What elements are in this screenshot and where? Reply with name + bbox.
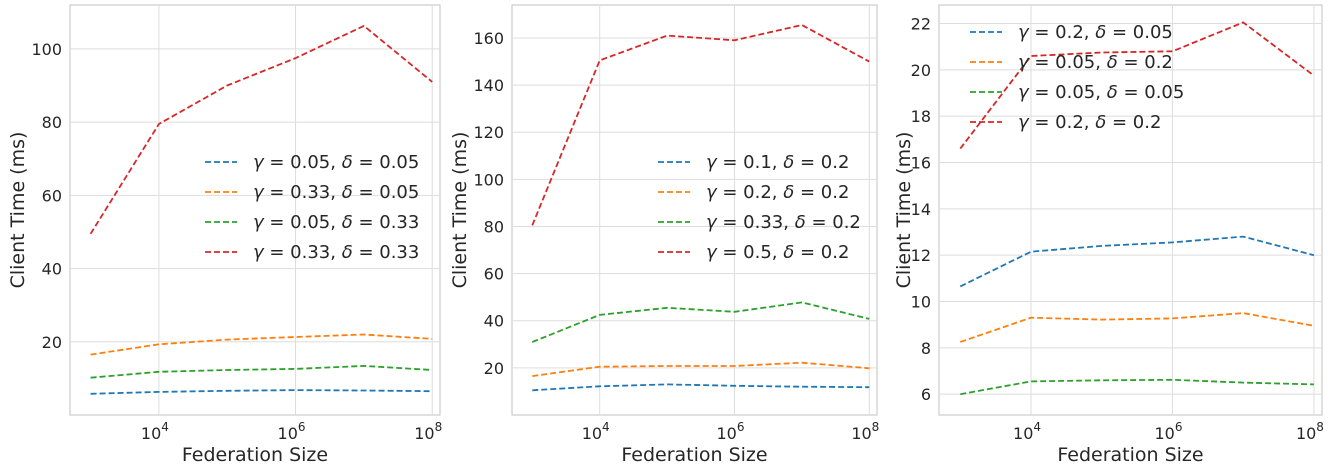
x-tick-label: 108 [414, 420, 442, 443]
legend-entry: γ = 0.5, δ = 0.2 [706, 242, 849, 263]
y-tick-label: 22 [911, 15, 931, 34]
y-tick-label: 6 [921, 385, 931, 404]
legend-entry: γ = 0.05, δ = 0.33 [253, 212, 419, 233]
y-axis-label: Client Time (ms) [7, 132, 29, 289]
legend-entry: γ = 0.33, δ = 0.33 [253, 242, 419, 263]
series-line-3 [531, 301, 870, 343]
legend-entry: γ = 0.2, δ = 0.05 [1018, 22, 1173, 43]
y-tick-label: 20 [484, 359, 504, 378]
y-tick-label: 14 [911, 200, 931, 219]
series-line-1 [959, 235, 1315, 288]
y-tick-label: 80 [484, 217, 504, 236]
x-axis-label: Federation Size [621, 444, 767, 466]
y-tick-label: 18 [911, 107, 931, 126]
y-tick-label: 100 [473, 170, 504, 189]
y-axis-label: Client Time (ms) [893, 132, 915, 289]
legend-entry: γ = 0.2, δ = 0.2 [1018, 112, 1161, 133]
x-axis-label: Federation Size [1057, 444, 1203, 466]
x-tick-label: 108 [1296, 420, 1324, 443]
series-line-3 [90, 364, 433, 379]
series-line-2 [90, 333, 433, 356]
legend-entry: γ = 0.05, δ = 0.05 [253, 152, 419, 173]
series-line-2 [960, 312, 1315, 343]
plot-area [69, 4, 441, 416]
x-tick-label: 104 [582, 420, 610, 443]
legend-entry: γ = 0.2, δ = 0.2 [706, 182, 849, 203]
y-tick-label: 120 [473, 123, 504, 142]
series-line-1 [90, 389, 433, 395]
y-tick-label: 20 [911, 61, 931, 80]
x-tick-label: 104 [1013, 420, 1041, 443]
y-tick-label: 160 [473, 29, 504, 48]
x-tick-label: 106 [278, 420, 306, 443]
plot-area [511, 4, 878, 416]
y-tick-label: 16 [911, 154, 931, 173]
legend-entry: γ = 0.05, δ = 0.2 [1018, 52, 1173, 73]
plot-area [938, 4, 1323, 416]
y-tick-label: 10 [911, 292, 931, 311]
y-tick-label: 40 [42, 260, 62, 279]
x-tick-label: 106 [1154, 420, 1182, 443]
chart-panel-1: 20 40 60 80 100 104 106 108 Federation Size Clien… [7, 4, 442, 466]
y-tick-label: 140 [473, 76, 504, 95]
y-tick-label: 60 [484, 265, 504, 284]
y-axis-label: Client Time (ms) [449, 132, 471, 289]
x-axis-label: Federation Size [182, 444, 328, 466]
series-line-1 [532, 383, 870, 392]
y-tick-label: 20 [42, 333, 62, 352]
series-line-2 [532, 361, 870, 377]
legend-entry: γ = 0.1, δ = 0.2 [706, 152, 849, 173]
legend-entry: γ = 0.05, δ = 0.05 [1018, 82, 1184, 103]
y-tick-label: 8 [921, 339, 931, 358]
y-tick-label: 60 [42, 186, 62, 205]
x-tick-label: 106 [717, 420, 745, 443]
y-tick-label: 80 [42, 113, 62, 132]
chart-panel-2: 20 40 60 80 100 120 140 160 104 106 108 Federation … [449, 4, 879, 466]
x-tick-label: 104 [141, 420, 169, 443]
y-tick-label: 100 [31, 40, 62, 59]
legend-entry: γ = 0.33, δ = 0.05 [253, 182, 419, 203]
y-tick-label: 12 [911, 246, 931, 265]
x-tick-label: 108 [851, 420, 879, 443]
chart-panel-3: 6 8 10 12 14 16 18 20 22 104 106 108 Federation Size… [893, 4, 1324, 466]
series-line-4 [89, 24, 433, 235]
legend-entry: γ = 0.33, δ = 0.2 [706, 212, 861, 233]
series-line-3 [960, 378, 1314, 396]
series-line-4 [531, 24, 870, 226]
y-tick-label: 40 [484, 312, 504, 331]
